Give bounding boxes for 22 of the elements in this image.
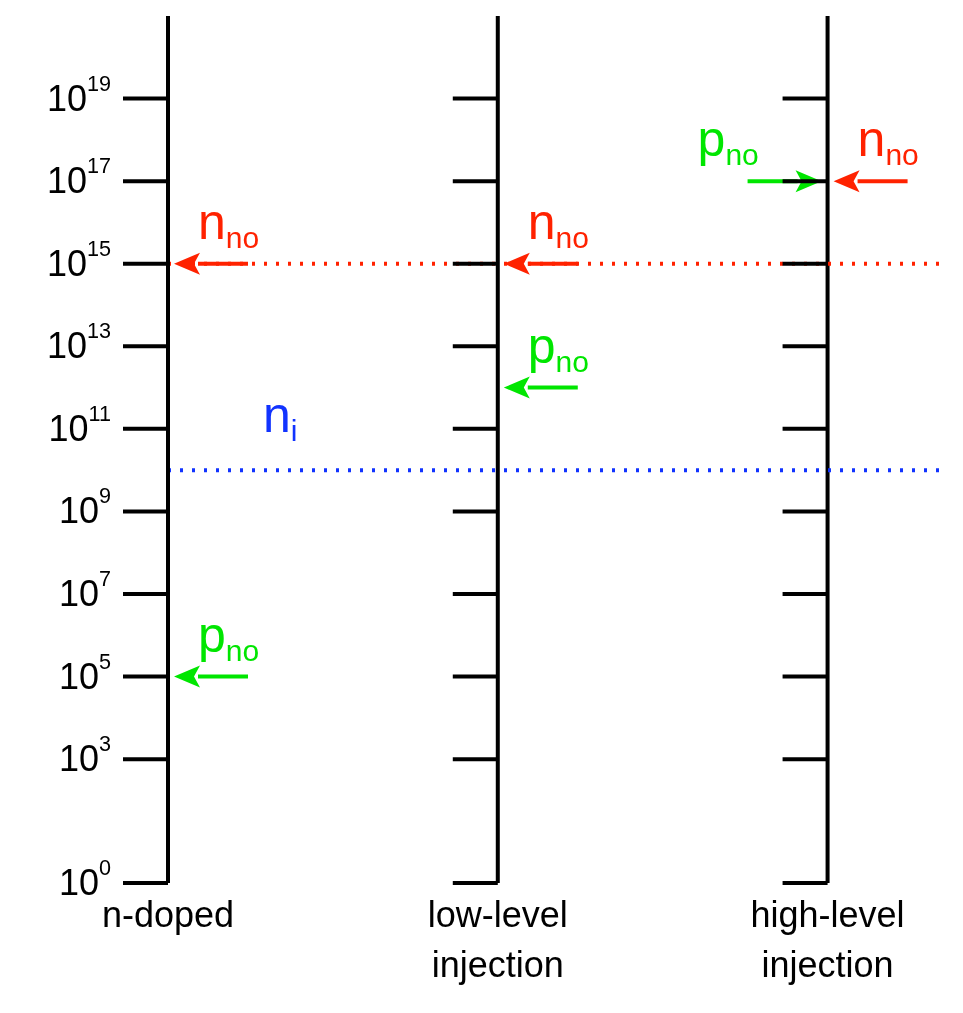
text: n$_{no}$ <box>527 193 589 254</box>
series-label: n$_{no}$ <box>198 193 260 254</box>
y-tick-label: 10$^{7}$ <box>58 566 111 614</box>
y-tick-label: 10$^{5}$ <box>58 648 111 697</box>
x-tick-label: low-level injection <box>427 894 568 985</box>
y-tick-label: 10$^{3}$ <box>58 731 111 780</box>
ref-line-label: n$_{i}$ <box>263 387 298 448</box>
y-tick-label: 10$^{17}$ <box>46 153 111 202</box>
text: p$_{no}$ <box>697 111 759 172</box>
point <box>503 376 530 399</box>
point <box>833 170 860 193</box>
y-tick-label: 10$^{19}$ <box>46 70 111 119</box>
x-tick-label: high-level injection <box>750 894 905 985</box>
series-label: p$_{no}$ <box>198 606 260 667</box>
point <box>174 665 200 688</box>
point <box>174 252 200 275</box>
y-tick-label: 10$^{9}$ <box>58 483 111 532</box>
y-tick-label: 10$^{13}$ <box>46 318 111 367</box>
text: p$_{no}$ <box>527 317 589 378</box>
y-tick-label: 10$^{15}$ <box>46 235 111 284</box>
y-tick-label: 10$^{11}$ <box>48 401 111 449</box>
text: n$_{no}$ <box>857 111 919 172</box>
